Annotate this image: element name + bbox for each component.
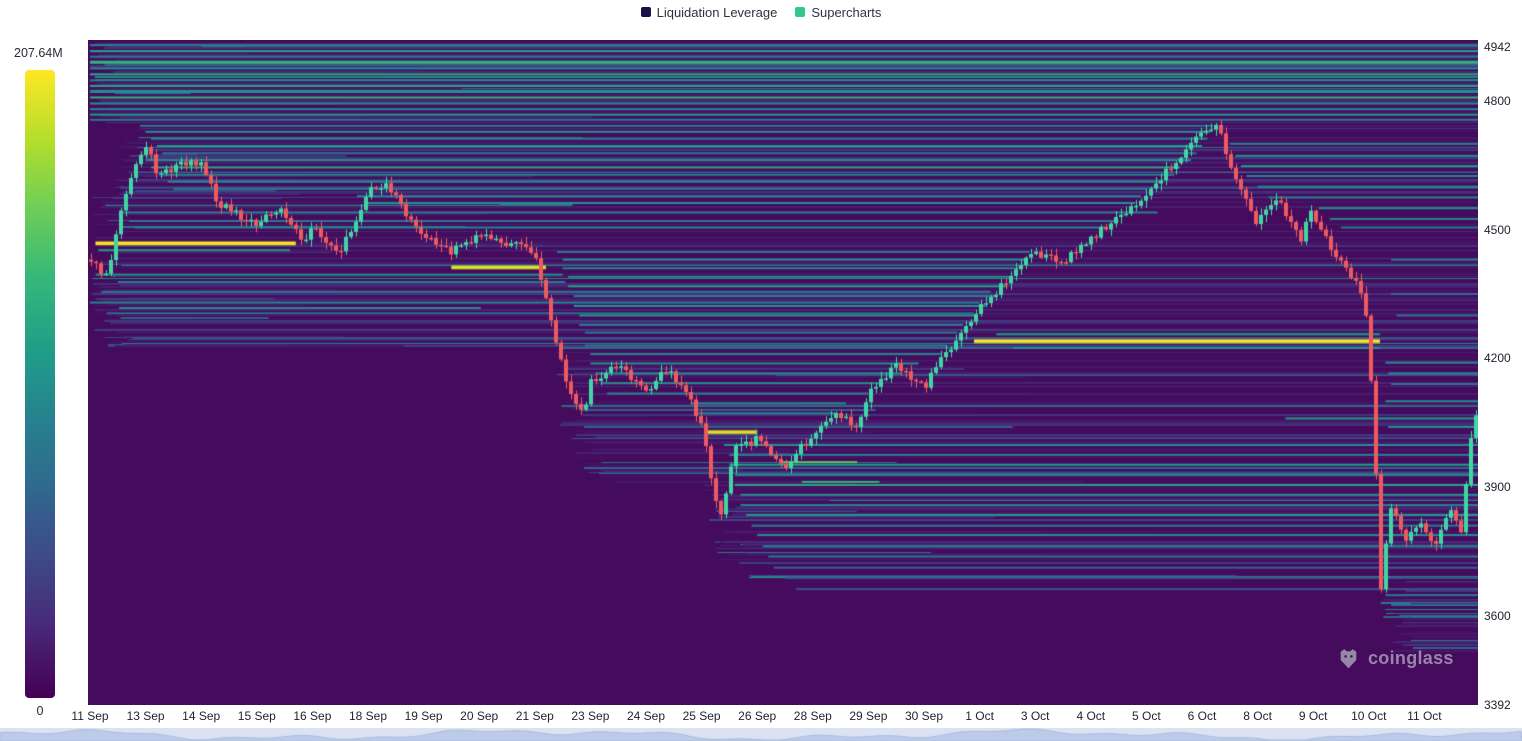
- x-axis-tick: 29 Sep: [849, 709, 888, 723]
- x-axis-tick: 26 Sep: [738, 709, 777, 723]
- x-axis: 11 Sep 13 Sep 14 Sep 15 Sep 16 Sep 18 Sep 19 S…: [71, 709, 1478, 727]
- legend-item-liquidation-leverage[interactable]: Liquidation Leverage: [640, 4, 778, 20]
- x-axis-tick: 1 Oct: [965, 709, 994, 723]
- x-axis-tick: 3 Oct: [1020, 709, 1050, 723]
- x-axis-tick: 23 Sep: [571, 709, 610, 723]
- y-axis-tick: 3600: [1484, 608, 1511, 623]
- y-axis-tick: 3392: [1484, 698, 1511, 712]
- x-axis-tick: 24 Sep: [626, 709, 666, 723]
- chart-legend: Liquidation Leverage Supercharts: [0, 2, 1522, 22]
- coinglass-watermark-text: coinglass: [1368, 648, 1454, 668]
- legend-item-supercharts[interactable]: Supercharts: [795, 5, 881, 20]
- x-axis-tick: 15 Sep: [237, 709, 276, 723]
- chart-navigator-scrollbar[interactable]: [0, 728, 1522, 741]
- x-axis-tick: 21 Sep: [515, 709, 554, 723]
- legend-swatch-supercharts: [795, 7, 806, 17]
- x-axis-tick: 30 Sep: [904, 709, 944, 723]
- x-axis-tick: 4 Oct: [1076, 709, 1106, 723]
- x-axis-tick: 11 Oct: [1407, 709, 1442, 723]
- y-axis-tick: 3900: [1484, 480, 1511, 495]
- x-axis-tick: 14 Sep: [182, 709, 221, 723]
- x-axis-tick: 11 Sep: [71, 709, 109, 723]
- colorbar-min-label: 0: [36, 704, 44, 718]
- coinglass-watermark: coinglass: [1336, 646, 1454, 671]
- legend-label-liquidation-leverage: Liquidation Leverage: [656, 4, 778, 20]
- x-axis-tick: 28 Sep: [793, 709, 832, 723]
- y-axis-tick: 4800: [1484, 93, 1511, 108]
- liquidation-heatmap-canvas[interactable]: [88, 40, 1478, 705]
- legend-label-supercharts: Supercharts: [811, 4, 882, 20]
- x-axis-tick: 9 Oct: [1298, 709, 1328, 723]
- colorbar-max-label: 207.64M: [14, 46, 63, 60]
- x-axis-tick: 20 Sep: [460, 709, 499, 723]
- y-axis-tick: 4942: [1484, 40, 1511, 54]
- legend-swatch-liquidation-leverage: [640, 7, 651, 17]
- x-axis-tick: 5 Oct: [1132, 709, 1161, 723]
- coinglass-logo-icon: [1336, 646, 1361, 671]
- x-axis-tick: 8 Oct: [1243, 709, 1272, 723]
- x-axis-tick: 25 Sep: [682, 709, 721, 723]
- colorbar: [25, 70, 55, 698]
- x-axis-tick: 16 Sep: [293, 709, 332, 723]
- x-axis-tick: 6 Oct: [1187, 709, 1217, 723]
- y-axis-tick: 4200: [1484, 351, 1511, 366]
- x-axis-tick: 13 Sep: [126, 709, 165, 723]
- x-axis-tick: 10 Oct: [1351, 709, 1387, 723]
- x-axis-tick: 18 Sep: [348, 709, 388, 723]
- y-axis: 4942 4800 4500 4200 3900 3600 3392: [1484, 40, 1522, 712]
- y-axis-tick: 4500: [1484, 222, 1511, 237]
- x-axis-tick: 19 Sep: [404, 709, 443, 723]
